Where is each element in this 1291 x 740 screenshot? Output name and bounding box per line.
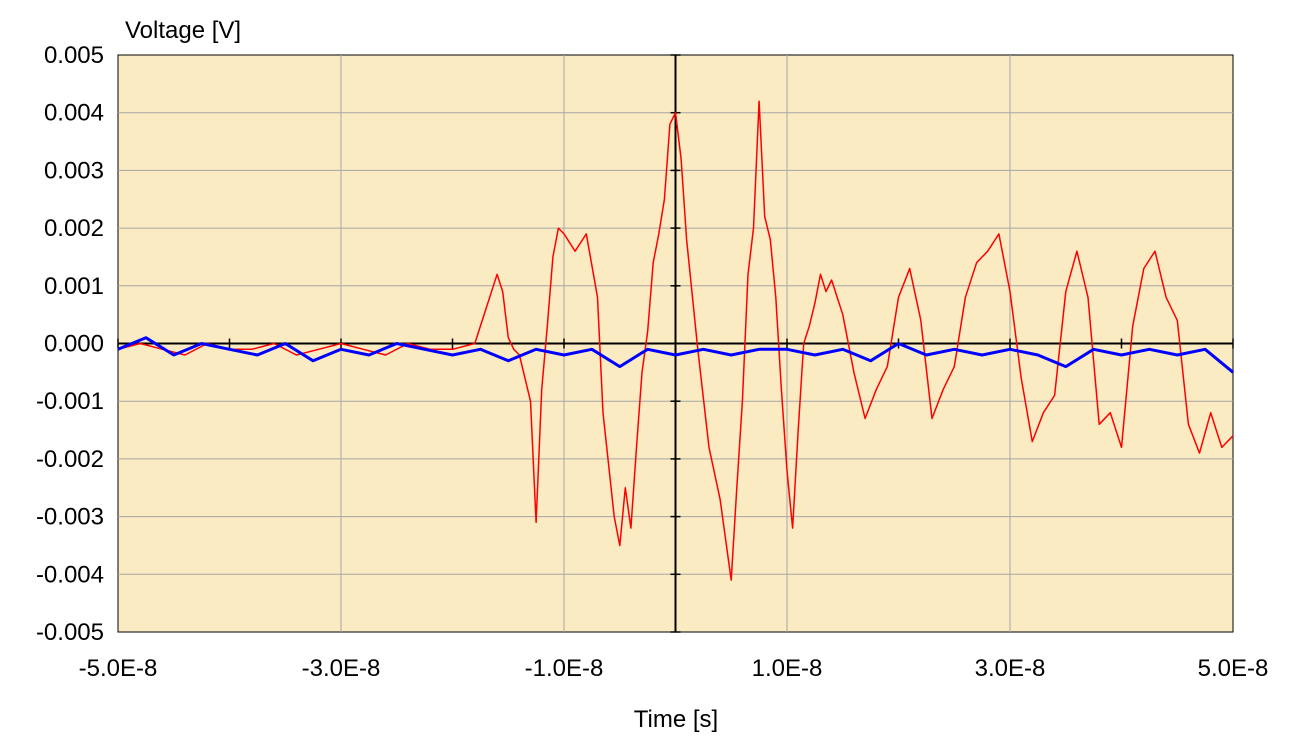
x-axis-title: Time [s] [634,706,718,733]
y-tick-labels: 0.005 0.004 0.003 0.002 0.001 0.000 -0.001 -0.0… [36,42,104,646]
x-tick-label: -3.0E-8 [302,655,381,682]
y-axis-title: Voltage [V] [125,17,241,44]
y-tick-label: -0.004 [36,561,104,588]
x-tick-label: 1.0E-8 [752,655,823,682]
y-tick-label: -0.002 [36,446,104,473]
y-tick-label: 0.004 [44,100,104,127]
y-tick-label: -0.003 [36,504,104,531]
x-tick-label: -5.0E-8 [79,655,158,682]
y-tick-label: 0.003 [44,157,104,184]
x-tick-labels: -5.0E-8 -3.0E-8 -1.0E-8 1.0E-8 3.0E-8 5.0E-8 [79,655,1269,682]
y-tick-label: 0.001 [44,273,104,300]
series-lines [117,100,1234,581]
y-tick-label: 0.002 [44,215,104,242]
y-tick-label: 0.005 [44,42,104,69]
y-tick-label: -0.001 [36,388,104,415]
series-line-red [117,100,1234,581]
y-tick-label: 0.000 [44,331,104,358]
x-tick-label: -1.0E-8 [525,655,604,682]
y-tick-label: -0.005 [36,619,104,646]
x-tick-label: 3.0E-8 [975,655,1046,682]
x-tick-label: 5.0E-8 [1198,655,1269,682]
series-line-blue [117,336,1234,374]
